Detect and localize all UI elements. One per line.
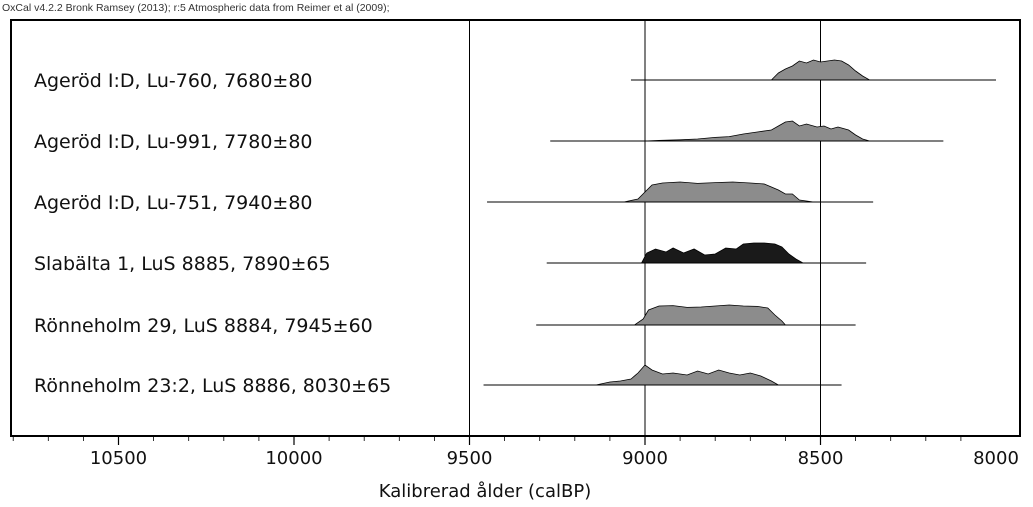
series-group: Ageröd I:D, Lu-760, 7680±80 Ageröd I:D, L…: [34, 59, 996, 397]
probability-distribution: [634, 304, 787, 326]
x-tick-label: 8000: [973, 448, 1019, 469]
x-tick-label: 8500: [798, 448, 844, 469]
series-row: Ageröd I:D, Lu-760, 7680±80: [34, 59, 996, 92]
series-label: Ageröd I:D, Lu-760, 7680±80: [34, 70, 313, 92]
series-row: Ageröd I:D, Lu-751, 7940±80: [34, 181, 874, 214]
series-label: Slabälta 1, LuS 8885, 7890±65: [34, 253, 331, 275]
x-tick-label: 10000: [265, 448, 322, 469]
series-label: Rönneholm 23:2, LuS 8886, 8030±65: [34, 375, 391, 397]
probability-distribution: [595, 364, 780, 386]
series-row: Ageröd I:D, Lu-991, 7780±80: [34, 120, 944, 153]
series-row: Rönneholm 29, LuS 8884, 7945±60: [34, 304, 856, 337]
x-tick-label: 10500: [90, 448, 147, 469]
probability-distribution: [644, 120, 870, 142]
plot-frame: [10, 19, 1021, 437]
probability-distribution: [771, 59, 870, 81]
x-tick-label: 9500: [447, 448, 493, 469]
probability-distribution: [623, 181, 814, 203]
series-label: Rönneholm 29, LuS 8884, 7945±60: [34, 315, 373, 337]
series-row: Slabälta 1, LuS 8885, 7890±65: [34, 242, 867, 275]
series-label: Ageröd I:D, Lu-991, 7780±80: [34, 131, 313, 153]
series-label: Ageröd I:D, Lu-751, 7940±80: [34, 192, 313, 214]
x-tick-label: 9000: [622, 448, 668, 469]
x-axis-title: Kalibrerad ålder (calBP): [379, 481, 591, 502]
probability-distribution: [641, 242, 805, 264]
series-row: Rönneholm 23:2, LuS 8886, 8030±65: [34, 364, 842, 397]
x-axis: 10500 10000 9500 9000 8500 8000: [12, 436, 1019, 469]
chart-credit: OxCal v4.2.2 Bronk Ramsey (2013); r:5 At…: [2, 2, 390, 14]
